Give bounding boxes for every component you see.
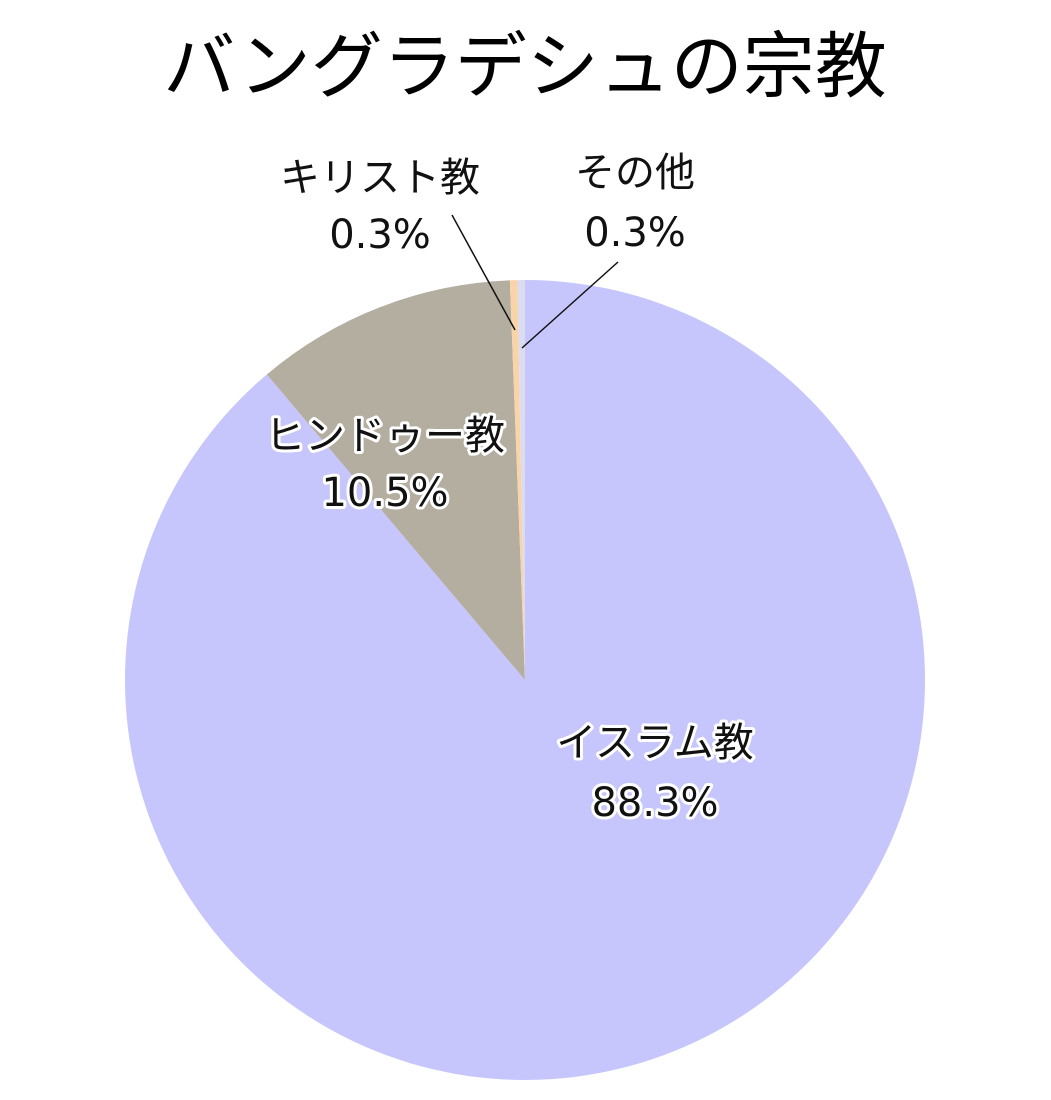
value-label: 0.3%	[584, 210, 686, 256]
pie-slice	[124, 280, 925, 1080]
chart-title: バングラデシュの宗教	[163, 25, 887, 109]
slice-label: その他	[575, 150, 695, 196]
value-label: 88.3%	[591, 780, 718, 826]
slice-label: ヒンドゥー教	[265, 413, 505, 459]
slice-label: イスラム教	[556, 720, 754, 766]
leader-line	[521, 261, 619, 349]
value-label: 0.3%	[329, 212, 431, 258]
pie-slice	[509, 280, 525, 680]
pie-slice	[266, 280, 525, 680]
slice-label: キリスト教	[280, 155, 480, 201]
pie-slice	[517, 280, 525, 680]
value-label: 10.5%	[321, 470, 448, 516]
leader-line	[451, 214, 516, 331]
